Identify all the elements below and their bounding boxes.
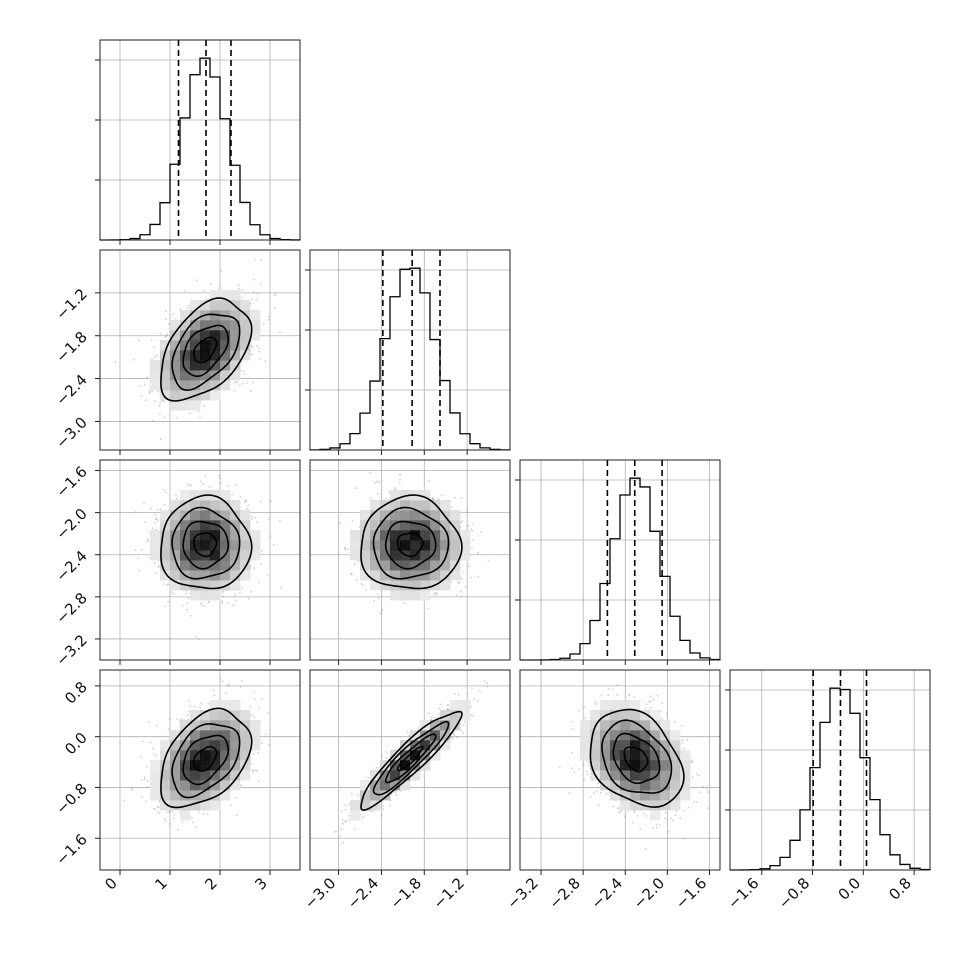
panel-frame-3-1 <box>99 459 301 661</box>
hist-frame-1 <box>99 39 301 241</box>
y-tick-label-3-1: −2.8 <box>52 589 90 627</box>
y-tick-label-2-0: −3.0 <box>52 414 90 452</box>
y-tick-label-2-3: −1.2 <box>52 285 90 323</box>
x-tick-label-3-0: −3.2 <box>503 874 541 912</box>
contour-4-2-0 <box>396 745 424 772</box>
x-tick-label-2-1: −2.4 <box>344 874 382 912</box>
hist-frame-2 <box>309 249 511 451</box>
hist-frame-4 <box>729 669 931 871</box>
contour-4-3-2 <box>601 719 673 794</box>
y-tick-label-3-0: −3.2 <box>52 631 90 669</box>
x-tick-label-2-3: −1.2 <box>429 874 467 912</box>
contour-4-1-2 <box>171 723 241 799</box>
y-tick-label-4-1: −0.8 <box>52 780 90 818</box>
y-tick-label-4-0: −1.6 <box>52 830 90 868</box>
contour-3-2-1 <box>384 520 437 570</box>
panel-frame-4-1 <box>99 669 301 871</box>
histogram-4 <box>729 687 931 871</box>
x-tick-label-4-1: −0.8 <box>775 874 813 912</box>
density-panel-2-1 <box>99 249 301 451</box>
contour-4-3-1 <box>612 732 661 785</box>
density-panel-3-1 <box>99 459 301 661</box>
y-tick-label-3-2: −2.4 <box>52 547 90 585</box>
x-tick-label-4-3: 0.8 <box>885 874 915 904</box>
panel-frame-2-1 <box>99 249 301 451</box>
contour-4-1-1 <box>182 734 229 786</box>
histogram-1 <box>99 57 301 241</box>
x-tick-label-1-0: 0 <box>101 874 120 893</box>
x-tick-label-3-1: −2.8 <box>545 874 583 912</box>
hist-panel-1 <box>95 39 301 241</box>
panel-frame-4-2 <box>309 669 511 871</box>
y-tick-label-4-3: 0.8 <box>61 678 91 708</box>
y-tick-label-3-3: −2.0 <box>52 505 90 543</box>
x-tick-label-4-0: −1.6 <box>724 874 762 912</box>
density-cells-3-1 <box>150 490 261 601</box>
density-cells-2-1 <box>150 290 261 411</box>
density-cells-4-1 <box>150 700 261 821</box>
contour-4-3-3 <box>589 708 685 808</box>
histogram-3 <box>519 477 721 661</box>
contour-2-1-0 <box>192 336 218 364</box>
density-cells-4-2 <box>350 700 471 821</box>
y-tick-label-2-2: −1.8 <box>52 328 90 366</box>
density-cells-3-2 <box>350 490 471 601</box>
contour-3-2-0 <box>396 532 424 558</box>
y-tick-label-2-1: −2.4 <box>52 371 90 409</box>
density-panel-3-2 <box>309 459 511 661</box>
hist-frame-3 <box>519 459 721 661</box>
histogram-2 <box>309 267 511 451</box>
panel-frame-4-3 <box>519 669 721 871</box>
contour-3-2-2 <box>372 506 450 580</box>
y-tick-label-4-2: 0.0 <box>61 729 91 759</box>
contour-3-1-0 <box>192 532 218 558</box>
contour-3-1-1 <box>182 520 229 570</box>
contour-2-1-2 <box>171 313 241 392</box>
contour-4-1-3 <box>160 707 253 809</box>
hist-panel-3 <box>515 459 721 661</box>
x-tick-label-3-3: −2.0 <box>630 874 668 912</box>
density-panel-4-2 <box>309 669 511 871</box>
contour-2-1-3 <box>160 297 253 402</box>
density-panel-4-1 <box>99 669 301 871</box>
hist-panel-2 <box>305 249 511 451</box>
contour-3-1-2 <box>171 506 241 580</box>
x-tick-label-1-1: 1 <box>151 874 170 893</box>
panel-frame-3-2 <box>309 459 511 661</box>
contour-4-2-1 <box>384 733 437 784</box>
y-tick-label-3-4: −1.6 <box>52 463 90 501</box>
contour-3-2-3 <box>360 494 463 590</box>
contour-3-1-3 <box>160 494 253 590</box>
hist-panel-4 <box>725 669 931 871</box>
contour-4-2-2 <box>372 720 450 796</box>
contour-4-1-0 <box>192 745 218 772</box>
contour-4-3-0 <box>623 746 649 773</box>
x-tick-label-3-2: −2.4 <box>588 874 626 912</box>
density-panel-4-3 <box>519 669 721 871</box>
contour-2-1-1 <box>182 324 229 378</box>
x-tick-label-2-2: −1.8 <box>387 874 425 912</box>
x-tick-label-2-0: −3.0 <box>301 874 339 912</box>
x-tick-label-3-4: −1.6 <box>672 874 710 912</box>
x-tick-label-4-2: 0.0 <box>835 874 865 904</box>
contour-4-2-3 <box>360 710 463 812</box>
x-tick-label-1-2: 2 <box>201 874 220 893</box>
x-tick-label-1-3: 3 <box>251 874 270 893</box>
